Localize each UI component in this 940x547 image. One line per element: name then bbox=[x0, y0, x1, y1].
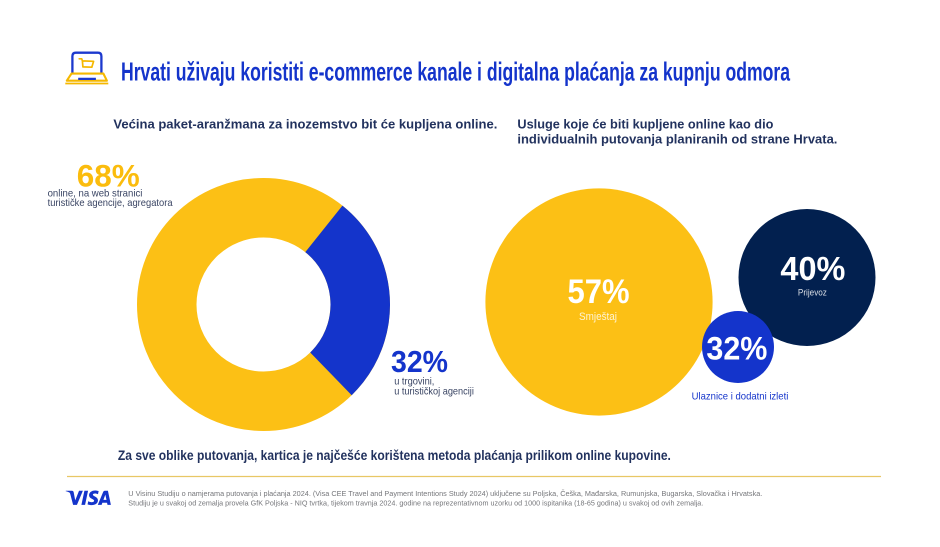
svg-text:turističke agencije, agregator: turističke agencije, agregatora bbox=[48, 197, 173, 209]
svg-text:Prijevoz: Prijevoz bbox=[798, 287, 827, 298]
svg-text:U Visinu Studiju o namjerama p: U Visinu Studiju o namjerama putovanja i… bbox=[128, 489, 762, 498]
svg-text:Za sve oblike putovanja, karti: Za sve oblike putovanja, kartica je najč… bbox=[118, 448, 671, 463]
svg-text:u turističkoj agenciji: u turističkoj agenciji bbox=[394, 385, 474, 397]
svg-text:Hrvati uživaju koristiti e-com: Hrvati uživaju koristiti e-commerce kana… bbox=[121, 57, 790, 87]
svg-text:Ulaznice i dodatni izleti: Ulaznice i dodatni izleti bbox=[692, 390, 789, 402]
svg-text:68%: 68% bbox=[77, 158, 140, 194]
svg-text:40%: 40% bbox=[780, 250, 845, 287]
svg-text:individualnih putovanja planir: individualnih putovanja planiranih od st… bbox=[517, 131, 837, 146]
svg-text:57%: 57% bbox=[568, 273, 630, 311]
svg-text:Studiju je u svakoj od zemalja: Studiju je u svakoj od zemalja provela G… bbox=[128, 498, 703, 507]
svg-text:Smještaj: Smještaj bbox=[579, 311, 617, 323]
svg-text:32%: 32% bbox=[706, 331, 767, 367]
svg-text:Većina paket-aranžmana za inoz: Većina paket-aranžmana za inozemstvo bit… bbox=[113, 116, 497, 131]
svg-text:Usluge koje će biti kupljene o: Usluge koje će biti kupljene online kao … bbox=[517, 116, 773, 131]
svg-text:online, na web stranici: online, na web stranici bbox=[48, 188, 143, 200]
svg-text:32%: 32% bbox=[391, 344, 448, 379]
svg-text:u trgovini,: u trgovini, bbox=[394, 376, 434, 388]
